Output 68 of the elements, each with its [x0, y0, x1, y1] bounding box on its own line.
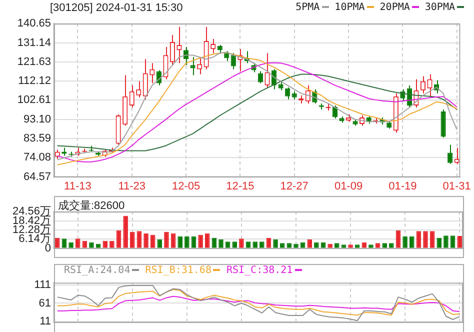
candlestick [332, 104, 338, 120]
candlestick [420, 76, 426, 94]
bar [178, 236, 182, 248]
candlestick [129, 84, 134, 108]
candlestick [258, 70, 264, 84]
legend-label: 30PMA [424, 2, 455, 13]
y-tick-label: 11 [40, 315, 51, 328]
bar [307, 239, 312, 248]
y-tick-label: 64.57 [23, 170, 51, 183]
bar [409, 236, 414, 248]
candlestick [440, 108, 446, 138]
candlestick [278, 80, 284, 91]
candlestick [264, 52, 270, 88]
y-tick-label: 121.63 [17, 56, 51, 68]
y-tick-label: 111 [34, 279, 51, 292]
bar [218, 239, 224, 248]
candlestick [230, 52, 236, 70]
y-tick-label: 74.08 [23, 152, 51, 164]
candlestick [210, 38, 216, 54]
candlestick [224, 50, 230, 62]
bar [204, 233, 210, 248]
y-tick-label: 112.12 [18, 75, 51, 88]
y-tick-label: 83.59 [23, 132, 51, 145]
x-tick-label: 12-15 [226, 180, 254, 192]
candlestick [176, 26, 182, 64]
x-tick-label: 01-31 [442, 180, 471, 192]
bar [239, 238, 244, 248]
bar [457, 236, 462, 248]
legend-label: RSI_B:31.68 [145, 265, 212, 276]
bar [198, 234, 203, 248]
bar [164, 232, 169, 248]
candlestick [197, 56, 202, 75]
candlestick [136, 80, 142, 98]
x-tick-label: 01-19 [388, 180, 417, 192]
y-tick-label: 131.14 [17, 36, 51, 49]
legend-label: 5PMA [296, 2, 320, 13]
y-tick-label: 140.65 [17, 18, 51, 30]
y-tick-label: 93.10 [23, 113, 51, 126]
legend-label: 10PMA [334, 2, 365, 13]
x-tick-label: 12-27 [280, 180, 308, 192]
candlestick [190, 56, 196, 76]
x-tick-label: 11-23 [118, 180, 146, 192]
bar [130, 232, 135, 248]
x-tick-label: 01-09 [334, 180, 363, 192]
chart-title: 成交量:82600 [58, 198, 125, 213]
candlestick [448, 144, 453, 164]
candlestick [427, 74, 432, 98]
bar [273, 239, 278, 248]
y-tick-label: 61 [38, 297, 51, 310]
legend-label: RSI_A:24.04 [64, 265, 130, 276]
x-tick-label: 12-05 [172, 180, 200, 192]
legend-label: 20PMA [380, 2, 410, 13]
candlestick [170, 34, 176, 66]
candlestick [163, 46, 168, 80]
bar [55, 238, 60, 248]
chart-title: [301205] 2024-01-31 15:30 [50, 2, 183, 14]
y-tick-label: 102.61 [17, 94, 51, 106]
candlestick [142, 58, 148, 100]
candlestick [454, 147, 460, 164]
legend-label: RSI_C:38.21 [226, 265, 293, 276]
bar [184, 236, 190, 248]
bar [444, 236, 448, 248]
x-tick-label: 11-13 [64, 180, 92, 192]
bar [402, 236, 408, 248]
bar [123, 216, 128, 248]
bar [144, 233, 148, 248]
candlestick [150, 62, 155, 84]
bar [423, 231, 428, 248]
